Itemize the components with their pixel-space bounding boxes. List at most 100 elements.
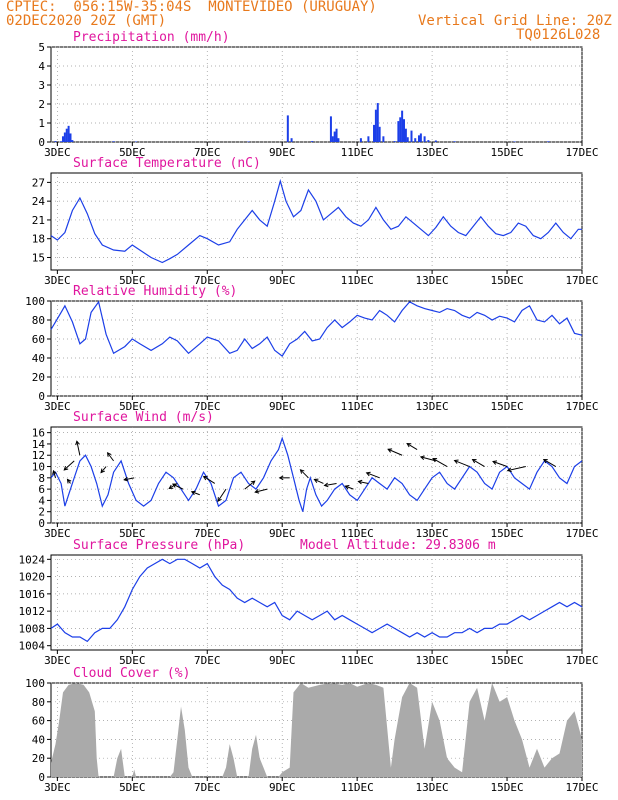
panel3-wind-arrow-11 xyxy=(217,488,227,502)
panel4-ytick-label-3: 1016 xyxy=(19,588,46,601)
panel4-xtick-label-4: 11DEC xyxy=(341,654,374,667)
panel0-bar-34 xyxy=(414,138,417,142)
panel0-ytick-label-1: 1 xyxy=(38,117,45,130)
panel3-wind-arrow-23 xyxy=(420,456,436,462)
panel2-xtick-label-1: 5DEC xyxy=(119,400,146,413)
panel0-xtick-label-3: 9DEC xyxy=(269,146,296,159)
panel3-xtick-label-4: 11DEC xyxy=(341,527,374,540)
panel1-ytick-label-4: 27 xyxy=(32,176,45,189)
panel2-ytick-label-0: 0 xyxy=(38,390,45,403)
panel0-bar-21 xyxy=(373,124,376,142)
panel4-ytick-label-2: 1012 xyxy=(19,605,46,618)
panel0-bar-7 xyxy=(71,140,74,142)
panel1-ytick-label-2: 21 xyxy=(32,214,45,227)
panel2-ytick-label-5: 100 xyxy=(25,295,45,308)
panel3-wind-arrow-3 xyxy=(76,441,81,456)
panel3-title: Surface Wind (m/s) xyxy=(73,410,214,425)
panel0-bar-2 xyxy=(61,136,64,142)
panel1-xtick-label-0: 3DEC xyxy=(44,274,71,287)
panel0-bar-5 xyxy=(67,125,70,142)
panel3-ytick-label-3: 6 xyxy=(38,483,45,496)
panel3-wind-arrow-18 xyxy=(345,485,354,490)
panel4-title: Surface Pressure (hPa) xyxy=(73,538,245,553)
panel0-ytick-label-0: 0 xyxy=(38,136,45,149)
panel3-wind-arrow-8 xyxy=(172,483,184,490)
panel0-bar-27 xyxy=(397,121,400,142)
panel3-xtick-label-1: 5DEC xyxy=(119,527,146,540)
panel3-ytick-label-0: 0 xyxy=(38,517,45,530)
panel3-xtick-label-2: 7DEC xyxy=(194,527,221,540)
panel3-wind-arrow-5 xyxy=(107,452,114,462)
panel3-wind-arrowhead-15 xyxy=(299,469,305,474)
panel3-wind-arrowhead-16 xyxy=(313,478,319,483)
panel0-xtick-label-6: 15DEC xyxy=(490,146,523,159)
panel3-wind-arrowhead-14 xyxy=(278,475,284,481)
panel3-wind-arrowhead-6 xyxy=(123,476,129,482)
panel3-wind-arrow-29 xyxy=(543,459,557,467)
panel5-ytick-label-1: 20 xyxy=(32,752,45,765)
panel2-xtick-label-4: 11DEC xyxy=(341,400,374,413)
model-code: TQ0126L028 xyxy=(516,27,601,43)
panel1-xtick-label-7: 17DEC xyxy=(565,274,598,287)
panel3-wind-arrowhead-18 xyxy=(344,485,350,490)
panel0-bar-10 xyxy=(247,141,250,143)
panel3-xtick-label-6: 15DEC xyxy=(490,527,523,540)
panel1-xtick-label-1: 5DEC xyxy=(119,274,146,287)
panel1-ytick-label-0: 15 xyxy=(32,251,45,264)
panel0-bar-24 xyxy=(378,126,381,142)
panel3-wind-arrow-4 xyxy=(100,466,107,473)
panel0-bar-8 xyxy=(112,141,115,142)
panel4-xtick-label-5: 13DEC xyxy=(416,654,449,667)
panel3-wind-arrowhead-9 xyxy=(190,490,196,496)
panel2-ytick-label-4: 80 xyxy=(32,314,45,327)
panel0-bar-41 xyxy=(513,141,516,143)
panel3-wind-arrowhead-26 xyxy=(471,459,477,464)
panel1-xtick-label-4: 11DEC xyxy=(341,274,374,287)
panel5-xtick-label-3: 9DEC xyxy=(269,781,296,794)
panel3-wind-arrowhead-4 xyxy=(100,468,105,474)
panel0-bar-15 xyxy=(331,136,334,142)
panel1-xtick-label-6: 15DEC xyxy=(490,274,523,287)
panel0-bar-16 xyxy=(333,131,336,142)
panel0-xtick-label-5: 13DEC xyxy=(416,146,449,159)
panel0-bar-9 xyxy=(135,141,138,143)
panel0-ytick-label-2: 2 xyxy=(38,98,45,111)
panel3-wind-arrow-27 xyxy=(492,461,508,468)
panel3-xtick-label-5: 13DEC xyxy=(416,527,449,540)
panel3-ytick-label-7: 14 xyxy=(32,438,46,451)
panel0-xtick-label-2: 7DEC xyxy=(194,146,221,159)
panel0-bar-37 xyxy=(423,136,426,142)
panel5-xtick-label-0: 3DEC xyxy=(44,781,71,794)
panel5-cloud-area xyxy=(51,683,582,777)
panel3-wind-arrow-16 xyxy=(314,479,324,484)
panel1-series-line xyxy=(50,178,582,264)
panel3-xtick-label-7: 17DEC xyxy=(565,527,598,540)
panel3-wind-arrowhead-7 xyxy=(168,484,174,490)
panel3-wind-arrowhead-22 xyxy=(406,443,412,448)
panel5-ytick-label-2: 40 xyxy=(32,733,45,746)
panel0-bar-13 xyxy=(311,141,314,142)
panel3-wind-arrow-19 xyxy=(358,480,369,484)
panel0-xtick-label-1: 5DEC xyxy=(119,146,146,159)
panel3-wind-arrowhead-12 xyxy=(250,480,256,486)
panel4-xtick-label-0: 3DEC xyxy=(44,654,71,667)
panel4-xtick-label-2: 7DEC xyxy=(194,654,221,667)
panel0-bar-12 xyxy=(290,138,293,142)
panel3-wind-arrowhead-24 xyxy=(432,458,438,463)
panel3-wind-arrowhead-27 xyxy=(492,460,498,465)
panel3-wind-arrowhead-8 xyxy=(171,483,177,488)
panel3-wind-arrow-6 xyxy=(124,477,135,481)
panel1-xtick-label-5: 13DEC xyxy=(416,274,449,287)
panel3-wind-arrow-9 xyxy=(191,491,200,496)
panel3-wind-arrowhead-5 xyxy=(106,452,112,457)
panel3-wind-arrow-2 xyxy=(63,460,75,471)
panel2-title: Relative Humidity (%) xyxy=(73,284,237,299)
panel3-xtick-label-0: 3DEC xyxy=(44,527,71,540)
panel5-xtick-label-2: 7DEC xyxy=(194,781,221,794)
panel4-xtick-label-1: 5DEC xyxy=(119,654,146,667)
panel0-bar-19 xyxy=(359,138,362,142)
panel3-wind-arrow-12 xyxy=(244,480,256,490)
panel5-ytick-label-0: 0 xyxy=(38,771,45,784)
panel3-frame xyxy=(50,426,583,524)
